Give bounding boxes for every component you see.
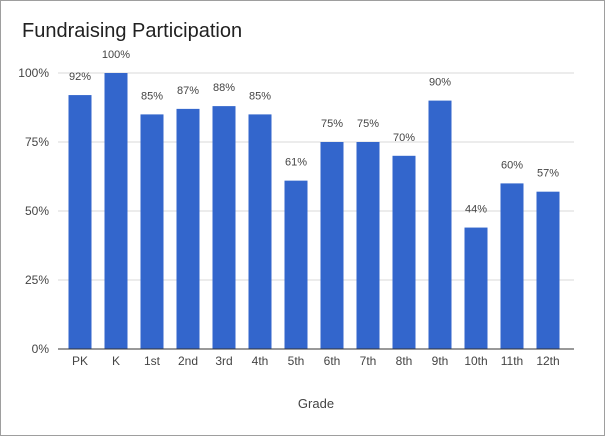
gridlines <box>58 72 574 281</box>
y-axis-ticks: 0% 25% 50% 75% 100% <box>18 66 49 356</box>
bar-2nd <box>176 108 200 349</box>
bar-10th <box>464 227 488 349</box>
data-label: 57% <box>537 168 559 180</box>
x-tick-label: 7th <box>360 354 377 368</box>
bar-4th <box>248 114 272 350</box>
data-label: 75% <box>321 118 343 130</box>
x-tick-label: PK <box>72 354 88 368</box>
x-tick-label: 12th <box>536 354 559 368</box>
data-label: 61% <box>285 157 307 169</box>
bar-1st <box>140 114 164 350</box>
bar-7th <box>356 142 380 349</box>
x-tick-label: 9th <box>432 354 449 368</box>
data-label: 90% <box>429 77 451 89</box>
x-tick-label: 8th <box>396 354 413 368</box>
x-axis-categories: PK K 1st 2nd 3rd 4th 5th 6th 7th 8th 9th 10th 11th 12… <box>72 354 560 368</box>
bar-11th <box>500 183 524 349</box>
bar-8th <box>392 155 416 349</box>
data-label: 100% <box>102 49 130 61</box>
x-tick-label: 3rd <box>215 354 232 368</box>
data-label: 88% <box>213 82 235 94</box>
x-tick-label: 6th <box>324 354 341 368</box>
bar-9th <box>428 100 452 349</box>
x-tick-label: 10th <box>464 354 487 368</box>
x-tick-label: K <box>112 354 120 368</box>
bar-3rd <box>212 106 236 350</box>
y-tick-label: 0% <box>32 342 50 356</box>
y-tick-label: 75% <box>25 135 49 149</box>
x-tick-label: 1st <box>144 354 161 368</box>
x-tick-label: 5th <box>288 354 305 368</box>
bar-6th <box>320 142 344 349</box>
y-tick-label: 100% <box>18 66 49 80</box>
data-label: 75% <box>357 118 379 130</box>
bars <box>68 73 560 350</box>
data-label: 87% <box>177 85 199 97</box>
data-label: 92% <box>69 71 91 83</box>
bar-pk <box>68 95 92 349</box>
bar-5th <box>284 180 308 349</box>
chart-title: Fundraising Participation <box>22 20 243 42</box>
data-label: 60% <box>501 159 523 171</box>
y-tick-label: 50% <box>25 204 49 218</box>
x-axis-title: Grade <box>298 396 334 411</box>
x-tick-label: 4th <box>252 354 269 368</box>
x-tick-label: 2nd <box>178 354 198 368</box>
data-label: 85% <box>141 90 163 102</box>
data-label: 85% <box>249 90 271 102</box>
bar-12th <box>536 191 560 349</box>
x-tick-label: 11th <box>501 354 523 368</box>
bar-k <box>104 73 128 349</box>
data-labels: 92% 100% 85% 87% 88% 85% 61% 75% 75% 70% 90% 44% 60%… <box>69 49 559 216</box>
data-label: 44% <box>465 204 487 216</box>
y-tick-label: 25% <box>25 273 49 287</box>
data-label: 70% <box>393 132 415 144</box>
